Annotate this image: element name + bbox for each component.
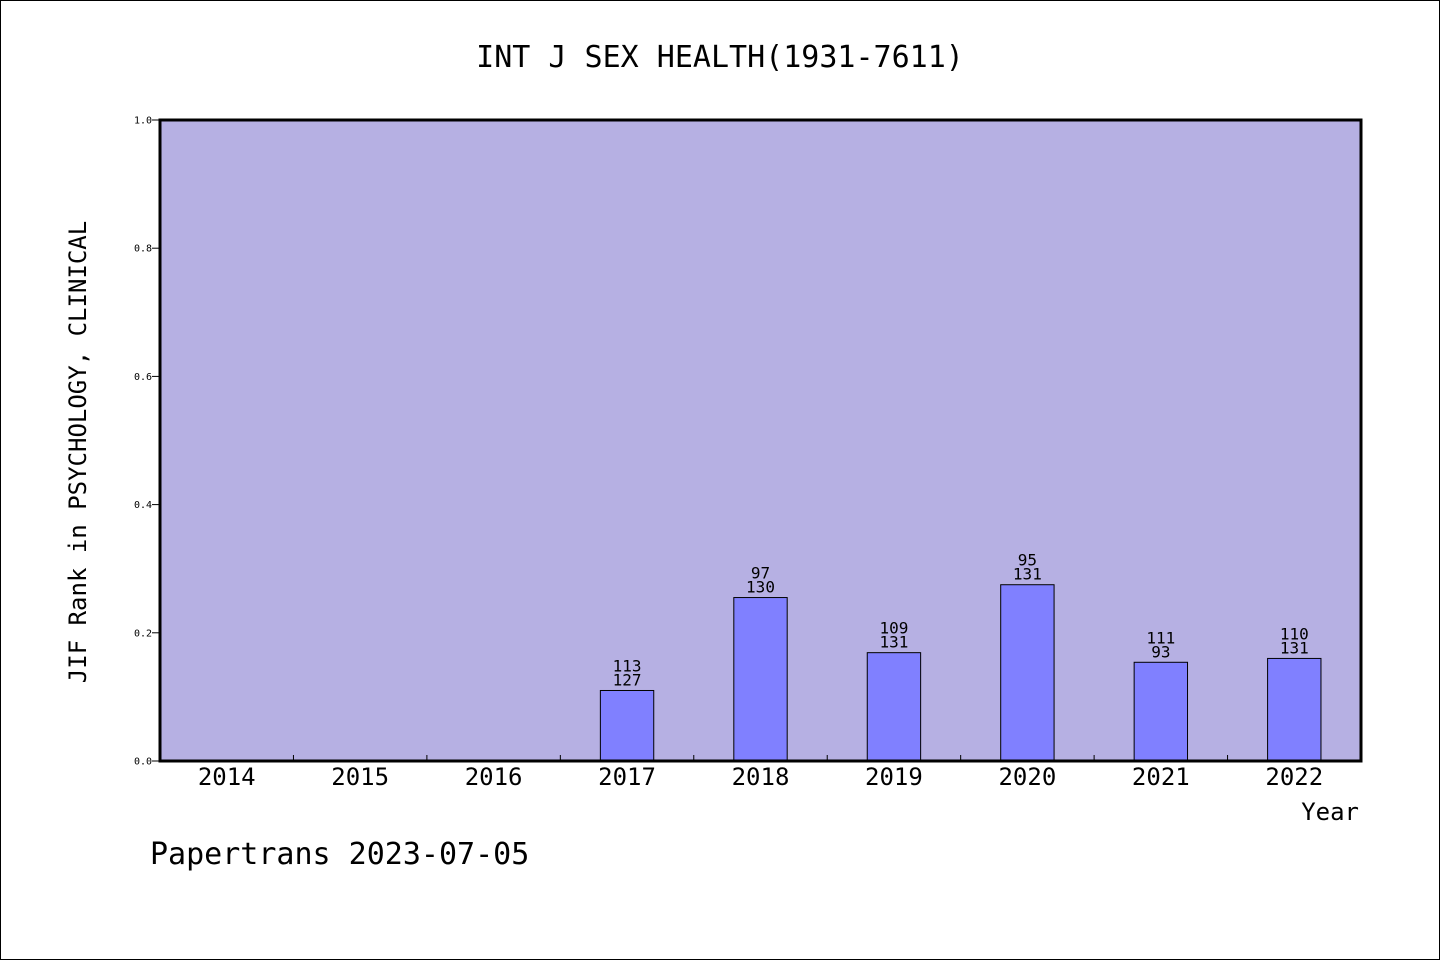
plot-frame <box>158 118 1363 763</box>
y-tick-label: 0.2 <box>134 628 152 639</box>
y-tick-label: 1.0 <box>134 116 152 127</box>
x-tick-label: 2014 <box>198 763 256 791</box>
bar-rank-label: 110 <box>1280 624 1309 643</box>
bar-total-label: 93 <box>1151 642 1170 661</box>
bar-2022 <box>1267 657 1322 762</box>
bar-2021 <box>1133 661 1189 762</box>
bar-2017 <box>599 689 655 762</box>
footer-text: Papertrans 2023-07-05 <box>150 837 529 872</box>
y-tick-label: 0.6 <box>134 372 152 383</box>
bar-rank-label: 95 <box>1018 551 1037 570</box>
bar-rank-label: 113 <box>613 656 642 675</box>
chart-title: INT J SEX HEALTH(1931-7611) <box>476 40 964 75</box>
bar-rank-label: 109 <box>879 619 908 638</box>
axis-ticks: 0.0 0.2 0.4 0.6 0.8 1.0 2014 2015 2016 2017 2018 20… <box>134 116 1323 792</box>
y-tick-label: 0.4 <box>134 500 152 511</box>
x-axis-label: Year <box>1301 798 1359 826</box>
x-tick-label: 2015 <box>331 763 389 791</box>
y-axis-label: JIF Rank in PSYCHOLOGY, CLINICAL <box>64 221 92 683</box>
bar-rank-label: 111 <box>1146 628 1175 647</box>
bar-total-label: 127 <box>613 670 642 689</box>
bar-2019 <box>866 652 922 762</box>
bar-rank-label: 97 <box>751 564 770 583</box>
x-tick-label: 2021 <box>1132 763 1190 791</box>
bar-2020 <box>1000 584 1055 762</box>
bar-total-label: 131 <box>1280 638 1309 657</box>
x-tick-label: 2022 <box>1265 763 1323 791</box>
x-tick-label: 2018 <box>732 763 790 791</box>
y-tick-label: 0.8 <box>134 244 152 255</box>
x-tick-label: 2019 <box>865 763 923 791</box>
bar-total-label: 131 <box>1013 565 1042 584</box>
x-tick-label: 2017 <box>598 763 656 791</box>
bar-total-label: 130 <box>746 578 775 597</box>
y-tick-label: 0.0 <box>134 757 152 768</box>
x-tick-label: 2016 <box>465 763 523 791</box>
bar-total-label: 131 <box>879 633 908 652</box>
x-tick-label: 2020 <box>998 763 1056 791</box>
bar-2018 <box>733 597 788 762</box>
